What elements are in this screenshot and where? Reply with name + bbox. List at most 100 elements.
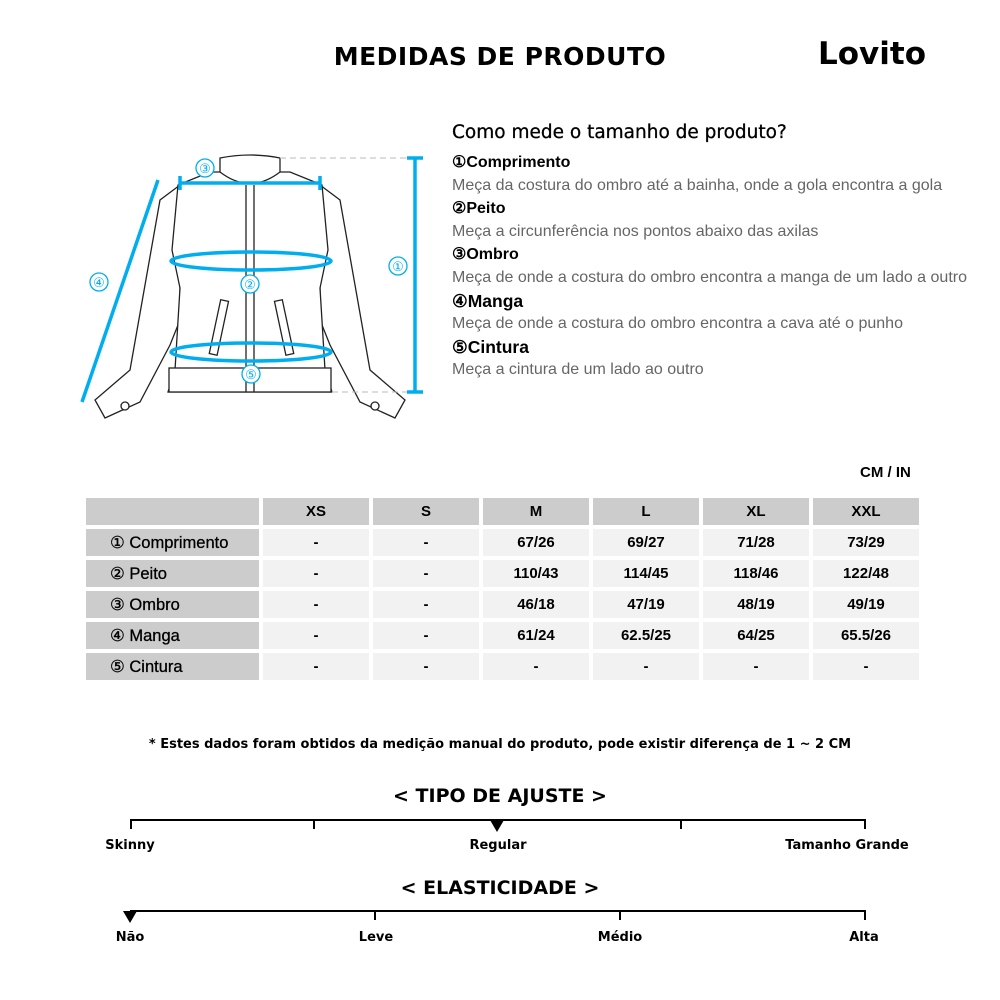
size-header-s: S <box>373 498 479 525</box>
guide-item-comprimento: ①Comprimento Meça da costura do ombro at… <box>452 152 972 197</box>
size-header-xs: XS <box>263 498 369 525</box>
table-cell: 73/29 <box>813 529 919 556</box>
guide-num: ① <box>452 154 467 171</box>
table-cell: 61/24 <box>483 622 589 649</box>
guide-num: ③ <box>452 246 467 263</box>
elasticity-tick <box>864 910 866 920</box>
elasticity-scale-line <box>130 910 865 912</box>
size-header-l: L <box>593 498 699 525</box>
table-cell: 46/18 <box>483 591 589 618</box>
row-label: ① Comprimento <box>86 529 259 556</box>
measurement-label-4: ④ <box>93 275 105 290</box>
table-cell: 47/19 <box>593 591 699 618</box>
fit-tick <box>680 819 682 829</box>
guide-item-ombro: ③Ombro Meça de onde a costura do ombro e… <box>452 244 972 289</box>
guide-item-cintura: ⑤Cintura Meça a cintura de um lado ao ou… <box>452 336 972 381</box>
row-label: ⑤ Cintura <box>86 653 259 680</box>
table-cell: - <box>483 653 589 680</box>
elasticity-tick <box>619 910 621 920</box>
elasticity-tick <box>130 910 132 920</box>
guide-desc: Meça a cintura de um lado ao outro <box>452 361 704 378</box>
table-cell: - <box>263 591 369 618</box>
table-cell: - <box>263 622 369 649</box>
table-cell: - <box>263 653 369 680</box>
size-header-row: XS S M L XL XXL <box>86 498 919 525</box>
table-cell: - <box>373 560 479 587</box>
measurement-label-3: ③ <box>199 161 211 176</box>
table-row: ④ Manga - -61/24 62.5/25 64/25 65.5/26 <box>86 622 919 649</box>
elasticity-title: < ELASTICIDADE > <box>400 877 600 899</box>
fit-label-skinny: Skinny <box>105 838 155 853</box>
guide-item-manga: ④Manga Meça de onde a costura do ombro e… <box>452 290 972 335</box>
table-cell: 67/26 <box>483 529 589 556</box>
table-cell: - <box>813 653 919 680</box>
corner-cell <box>86 498 259 525</box>
guide-num: ② <box>452 200 467 217</box>
table-cell: 62.5/25 <box>593 622 699 649</box>
table-cell: - <box>593 653 699 680</box>
size-header-m: M <box>483 498 589 525</box>
size-table: XS S M L XL XXL ① Comprimento - -67/26 69/27 71/2… <box>82 494 923 684</box>
table-row: ⑤ Cintura - - - - - - <box>86 653 919 680</box>
fit-label-large: Tamanho Grande <box>785 838 909 853</box>
table-cell: 64/25 <box>703 622 809 649</box>
elasticity-label-alta: Alta <box>849 930 879 945</box>
measurement-note: * Estes dados foram obtidos da medição m… <box>148 737 852 752</box>
table-cell: 122/48 <box>813 560 919 587</box>
table-cell: - <box>373 622 479 649</box>
size-header-xl: XL <box>703 498 809 525</box>
guide-desc: Meça de onde a costura do ombro encontra… <box>452 315 903 332</box>
elasticity-label-medio: Médio <box>597 930 643 945</box>
fit-tick <box>864 819 866 829</box>
guide-title: Como mede o tamanho de produto? <box>452 122 787 143</box>
page-title: MEDIDAS DE PRODUTO <box>333 42 667 71</box>
table-cell: 71/28 <box>703 529 809 556</box>
unit-label: CM / IN <box>860 464 911 481</box>
table-cell: - <box>373 529 479 556</box>
measurement-lines <box>80 156 423 403</box>
row-label: ② Peito <box>86 560 259 587</box>
table-row: ① Comprimento - -67/26 69/27 71/28 73/29 <box>86 529 919 556</box>
table-cell: - <box>263 529 369 556</box>
measurement-label-5: ⑤ <box>245 367 257 382</box>
table-cell: - <box>703 653 809 680</box>
guide-desc: Meça da costura do ombro até a bainha, o… <box>452 177 943 194</box>
fit-tick <box>130 819 132 829</box>
fit-label-regular: Regular <box>469 838 527 853</box>
table-cell: 48/19 <box>703 591 809 618</box>
row-label: ③ Ombro <box>86 591 259 618</box>
guide-name: Cintura <box>467 337 529 357</box>
table-row: ② Peito - -110/43 114/45 118/46 122/48 <box>86 560 919 587</box>
table-cell: 65.5/26 <box>813 622 919 649</box>
measurement-guide: Como mede o tamanho de produto? ①Comprim… <box>452 122 972 382</box>
measurement-label-2: ② <box>244 277 256 292</box>
guide-num: ④ <box>452 291 468 311</box>
guide-name: Comprimento <box>466 154 571 171</box>
guide-desc: Meça de onde a costura do ombro encontra… <box>452 269 967 286</box>
table-cell: - <box>373 591 479 618</box>
jacket-diagram: ① ② ③ ④ ⑤ <box>80 154 423 419</box>
table-cell: - <box>263 560 369 587</box>
guide-num: ⑤ <box>452 337 468 357</box>
measurement-labels <box>89 158 408 384</box>
size-header-xxl: XXL <box>813 498 919 525</box>
guide-name: Peito <box>466 200 506 217</box>
row-label: ④ Manga <box>86 622 259 649</box>
elasticity-tick <box>374 910 376 920</box>
brand-logo: Lovito <box>818 36 927 72</box>
guide-name: Manga <box>467 291 524 311</box>
table-cell: 69/27 <box>593 529 699 556</box>
measurement-label-1: ① <box>392 259 404 274</box>
table-cell: 118/46 <box>703 560 809 587</box>
table-row: ③ Ombro - -46/18 47/19 48/19 49/19 <box>86 591 919 618</box>
table-cell: 114/45 <box>593 560 699 587</box>
guide-name: Ombro <box>466 246 519 263</box>
elasticity-label-leve: Leve <box>358 930 394 945</box>
fit-marker-icon <box>490 820 504 832</box>
table-cell: - <box>373 653 479 680</box>
guide-desc: Meça a circunferência nos pontos abaixo … <box>452 223 819 240</box>
elasticity-label-nao: Não <box>115 930 145 945</box>
table-cell: 110/43 <box>483 560 589 587</box>
fit-tick <box>313 819 315 829</box>
